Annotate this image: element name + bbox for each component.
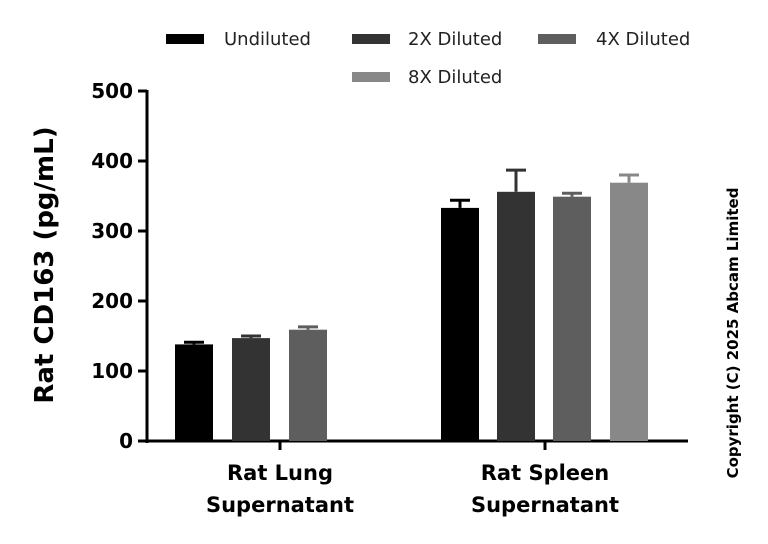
y-tick-label: 300 (91, 219, 133, 243)
legend-label: 8X Diluted (408, 67, 502, 88)
bar (497, 191, 535, 441)
bar (175, 344, 213, 441)
x-category-label: Supernatant (206, 493, 354, 517)
legend-label: 2X Diluted (408, 29, 502, 50)
copyright-text: Copyright (C) 2025 Abcam Limited (724, 188, 742, 479)
legend-swatch (352, 72, 390, 82)
x-category-label: Rat Spleen (481, 461, 609, 485)
legend-label: 4X Diluted (596, 29, 690, 50)
y-tick-label: 0 (119, 429, 133, 453)
y-tick-label: 400 (91, 149, 133, 173)
y-tick-label: 100 (91, 359, 133, 383)
bar (232, 338, 270, 441)
legend-label: Undiluted (224, 29, 311, 50)
bar (553, 196, 591, 441)
y-tick-label: 500 (91, 79, 133, 103)
x-category-label: Rat Lung (227, 461, 333, 485)
bar (441, 207, 479, 441)
legend-swatch (352, 34, 390, 44)
y-tick-label: 200 (91, 289, 133, 313)
y-axis-title: Rat CD163 (pg/mL) (30, 126, 60, 403)
legend-swatch (538, 34, 576, 44)
bar (610, 182, 648, 441)
legend-swatch (166, 34, 204, 44)
x-category-label: Supernatant (471, 493, 619, 517)
bar (289, 329, 327, 441)
